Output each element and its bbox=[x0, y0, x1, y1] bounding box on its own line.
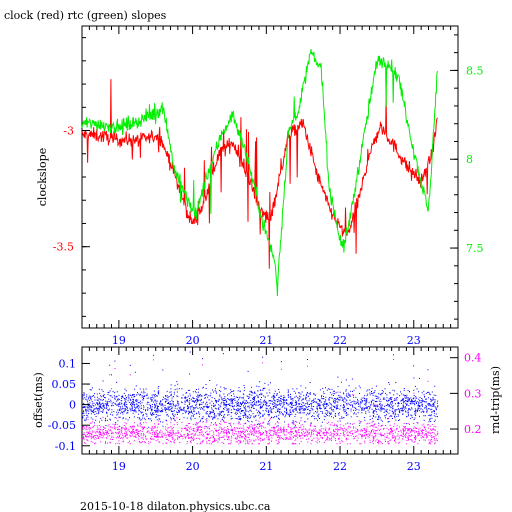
chart-title: clock (red) rtc (green) slopes bbox=[4, 9, 167, 22]
y-tick-label: -3.5 bbox=[53, 241, 74, 254]
y2-tick-label: 8.5 bbox=[466, 64, 484, 77]
y-tick-label: -0.1 bbox=[55, 440, 76, 453]
y2-tick-label: 7.5 bbox=[466, 242, 484, 255]
x-tick-label: 23 bbox=[407, 460, 421, 473]
series-line-rtc bbox=[81, 49, 438, 297]
scatter-series-offset bbox=[82, 351, 439, 432]
x-tick-label: 20 bbox=[186, 334, 200, 347]
y-tick-label: 0.05 bbox=[52, 378, 77, 391]
offset-axis-ticks: 19 20 21 22 23 0.1 0.05 0 -0.05 -0.1 0.4 0.3 0.2 bbox=[48, 347, 482, 473]
y2-tick-label: 8 bbox=[466, 153, 473, 166]
y-axis-label-offset: offset(ms) bbox=[32, 372, 45, 428]
x-tick-label: 19 bbox=[112, 334, 126, 347]
x-tick-label: 21 bbox=[259, 334, 273, 347]
x-tick-label: 22 bbox=[333, 334, 347, 347]
y-tick-label: -3 bbox=[63, 125, 74, 138]
y-tick-label: 0.1 bbox=[59, 357, 77, 370]
x-tick-label: 20 bbox=[186, 460, 200, 473]
y-tick-label: 0 bbox=[69, 399, 76, 412]
offset-data bbox=[82, 351, 439, 445]
slopes-axis-ticks: 19 20 21 22 23 -3 -3.5 8.5 8 7.5 bbox=[53, 26, 484, 347]
offset-panel: 19 20 21 22 23 0.1 0.05 0 -0.05 -0.1 0.4 0.3 0.2 off… bbox=[32, 346, 502, 473]
y-axis-label-clockslope: clockslope bbox=[36, 148, 49, 206]
y2-tick-label: 0.3 bbox=[464, 387, 482, 400]
scatter-series-rnd-trip bbox=[82, 359, 439, 445]
x-tick-label: 22 bbox=[333, 460, 347, 473]
x-tick-label: 19 bbox=[112, 460, 126, 473]
y2-axis-label-roundtrip: rnd-trip(ms) bbox=[489, 366, 502, 434]
x-tick-label: 23 bbox=[407, 334, 421, 347]
slopes-plot-frame bbox=[81, 25, 459, 329]
slopes-panel: 19 20 21 22 23 -3 -3.5 8.5 8 7.5 clockslope bbox=[36, 25, 484, 347]
slopes-data bbox=[81, 49, 438, 297]
series-line-clock bbox=[81, 79, 438, 269]
offset-plot-frame bbox=[81, 346, 459, 455]
footer-date-host: 2015-10-18 dilaton.physics.ubc.ca bbox=[80, 500, 271, 512]
y2-tick-label: 0.4 bbox=[464, 352, 482, 365]
y-tick-label: -0.05 bbox=[48, 419, 76, 432]
x-tick-label: 21 bbox=[259, 460, 273, 473]
y2-tick-label: 0.2 bbox=[464, 423, 482, 436]
